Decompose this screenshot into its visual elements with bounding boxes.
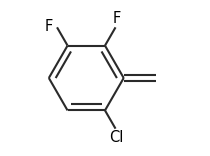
Text: F: F xyxy=(112,11,121,26)
Text: F: F xyxy=(45,19,53,34)
Text: Cl: Cl xyxy=(109,130,123,145)
